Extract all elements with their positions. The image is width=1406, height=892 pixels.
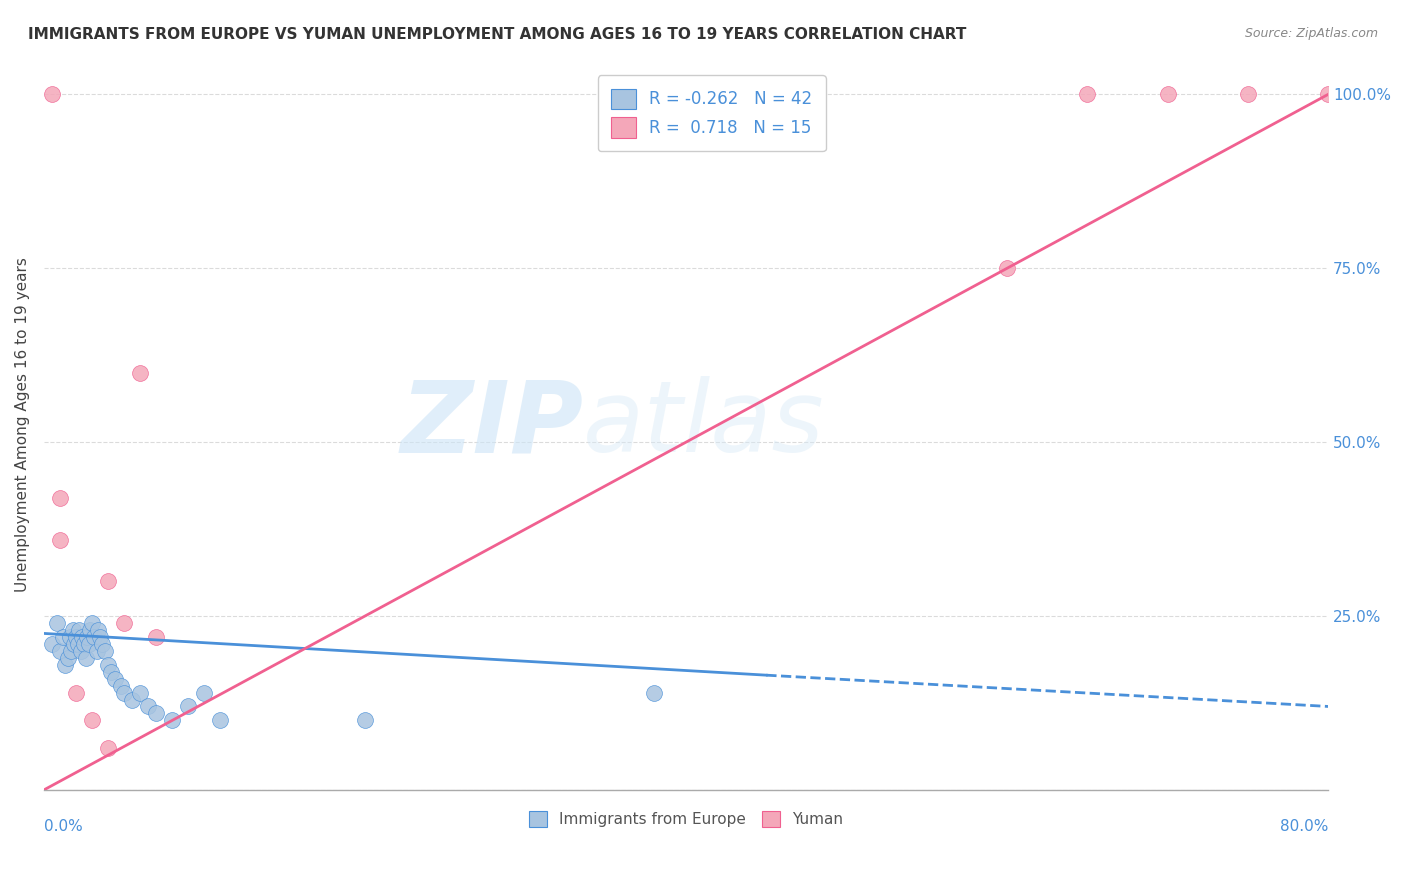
- Point: [129, 685, 152, 699]
- Point: [49, 491, 72, 505]
- Point: [66, 637, 89, 651]
- Point: [87, 623, 110, 637]
- Text: IMMIGRANTS FROM EUROPE VS YUMAN UNEMPLOYMENT AMONG AGES 16 TO 19 YEARS CORRELATI: IMMIGRANTS FROM EUROPE VS YUMAN UNEMPLOY…: [28, 27, 966, 42]
- Point: [69, 644, 91, 658]
- Point: [643, 685, 665, 699]
- Point: [65, 630, 87, 644]
- Point: [90, 637, 112, 651]
- Point: [354, 714, 377, 728]
- Point: [80, 615, 103, 630]
- Point: [145, 706, 167, 721]
- Point: [41, 87, 63, 102]
- Point: [72, 630, 94, 644]
- Point: [995, 261, 1018, 276]
- Text: atlas: atlas: [583, 376, 825, 474]
- Point: [75, 650, 97, 665]
- Text: Source: ZipAtlas.com: Source: ZipAtlas.com: [1244, 27, 1378, 40]
- Point: [112, 685, 135, 699]
- Point: [97, 741, 120, 756]
- Point: [65, 685, 87, 699]
- Point: [41, 637, 63, 651]
- Point: [76, 630, 98, 644]
- Point: [79, 623, 101, 637]
- Point: [1076, 87, 1098, 102]
- Point: [80, 714, 103, 728]
- Point: [49, 533, 72, 547]
- Point: [103, 672, 125, 686]
- Legend: Immigrants from Europe, Yuman: Immigrants from Europe, Yuman: [523, 805, 849, 833]
- Point: [121, 692, 143, 706]
- Point: [97, 574, 120, 589]
- Text: 0.0%: 0.0%: [44, 819, 83, 834]
- Point: [73, 637, 96, 651]
- Point: [193, 685, 215, 699]
- Point: [63, 637, 86, 651]
- Point: [52, 630, 75, 644]
- Point: [209, 714, 232, 728]
- Text: ZIP: ZIP: [401, 376, 583, 474]
- Point: [162, 714, 184, 728]
- Point: [53, 657, 76, 672]
- Text: 80.0%: 80.0%: [1279, 819, 1329, 834]
- Point: [62, 623, 84, 637]
- Point: [1237, 87, 1260, 102]
- Point: [83, 630, 105, 644]
- Y-axis label: Unemployment Among Ages 16 to 19 years: Unemployment Among Ages 16 to 19 years: [15, 257, 30, 592]
- Point: [86, 644, 108, 658]
- Point: [112, 615, 135, 630]
- Point: [129, 366, 152, 380]
- Point: [1317, 87, 1340, 102]
- Point: [110, 679, 132, 693]
- Point: [45, 615, 67, 630]
- Point: [1156, 87, 1178, 102]
- Point: [89, 630, 111, 644]
- Point: [94, 644, 117, 658]
- Point: [60, 644, 83, 658]
- Point: [97, 657, 120, 672]
- Point: [56, 650, 79, 665]
- Point: [100, 665, 122, 679]
- Point: [136, 699, 159, 714]
- Point: [67, 623, 90, 637]
- Point: [77, 637, 100, 651]
- Point: [177, 699, 200, 714]
- Point: [58, 630, 80, 644]
- Point: [49, 644, 72, 658]
- Point: [145, 630, 167, 644]
